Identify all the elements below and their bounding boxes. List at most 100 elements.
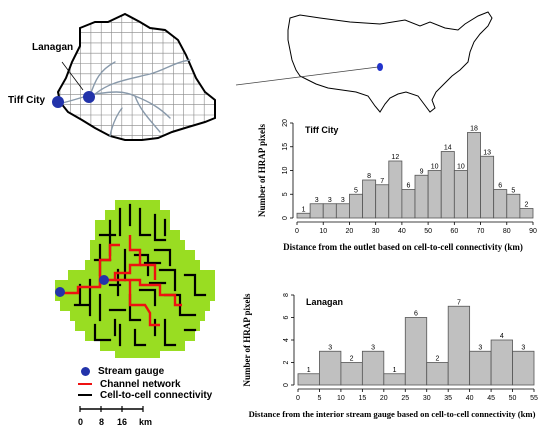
y-tick-label: 15 xyxy=(282,143,289,151)
bar xyxy=(296,212,311,219)
connectivity-cell-row xyxy=(90,240,185,251)
bar-value-label: 10 xyxy=(457,164,465,171)
y-axis-label: Number of HRAP pixels xyxy=(257,123,267,217)
scale-tick-16: 16 xyxy=(117,417,127,427)
y-tick-label: 10 xyxy=(282,167,289,175)
bar-value-label: 7 xyxy=(380,178,384,185)
x-tick-label: 60 xyxy=(450,228,458,235)
bar-value-label: 9 xyxy=(420,168,424,175)
bar xyxy=(490,339,513,386)
bar-value-label: 7 xyxy=(457,299,461,306)
x-tick-label: 55 xyxy=(530,395,538,402)
bar-value-label: 5 xyxy=(511,187,515,194)
lanagan-gauge xyxy=(83,91,95,103)
connectivity-cell-row xyxy=(115,200,160,211)
lanagan-gauge-2 xyxy=(99,275,109,285)
legend-stream-gauge: Stream gauge xyxy=(78,365,164,377)
y-tick-label: 6 xyxy=(283,315,290,319)
connectivity-line-icon xyxy=(78,394,92,396)
y-tick-label: 0 xyxy=(282,216,289,220)
bar-value-label: 3 xyxy=(371,344,375,351)
bar xyxy=(362,179,377,219)
bar-value-label: 18 xyxy=(470,126,478,133)
connectivity-cell-row xyxy=(55,290,215,301)
connectivity-cell-row xyxy=(68,270,215,281)
bar xyxy=(322,203,337,219)
us-locator-map xyxy=(235,11,493,113)
bar xyxy=(506,193,521,219)
bar xyxy=(427,170,442,219)
x-tick-label: 40 xyxy=(466,395,474,402)
x-tick-label: 0 xyxy=(296,395,300,402)
bar xyxy=(401,189,416,219)
y-tick-label: 8 xyxy=(283,293,290,297)
x-tick-label: 25 xyxy=(401,395,409,402)
river-lines xyxy=(61,59,191,137)
bar xyxy=(426,362,449,386)
bar-value-label: 3 xyxy=(328,197,332,204)
bar xyxy=(469,350,492,386)
bar xyxy=(340,362,363,386)
bar-value-label: 4 xyxy=(500,333,504,340)
bar-value-label: 6 xyxy=(406,183,410,190)
x-tick-label: 50 xyxy=(509,395,517,402)
legend-connectivity: Cell-to-cell connectivity xyxy=(78,389,212,401)
x-tick-label: 10 xyxy=(319,228,327,235)
x-tick-label: 70 xyxy=(477,228,485,235)
bar-value-label: 3 xyxy=(341,197,345,204)
tiff-city-label: Tiff City xyxy=(8,95,46,106)
stream-gauge-icon xyxy=(81,366,90,376)
bar-value-label: 5 xyxy=(354,187,358,194)
connectivity-cell-row xyxy=(105,210,170,221)
bar xyxy=(447,305,471,386)
x-axis-label: Distance from the interior stream gauge … xyxy=(249,409,536,419)
bar xyxy=(519,208,534,219)
bar-value-label: 3 xyxy=(478,344,482,351)
connectivity-cell-row xyxy=(85,330,195,341)
chart-title: Lanagan xyxy=(306,297,343,307)
bar xyxy=(297,373,320,386)
scale-unit: km xyxy=(139,417,152,427)
scale-bar: 0 8 16 km xyxy=(78,406,152,427)
bar xyxy=(480,155,495,219)
y-tick-label: 5 xyxy=(282,192,289,196)
channel-network xyxy=(62,235,182,327)
x-tick-label: 5 xyxy=(318,395,322,402)
legend-channel-network: Channel network xyxy=(78,378,181,390)
legend-connectivity-label: Cell-to-cell connectivity xyxy=(100,389,213,401)
bar xyxy=(375,184,390,219)
tiff-city-gauge-2 xyxy=(55,287,65,297)
y-tick-label: 0 xyxy=(283,383,290,387)
chart-title: Tiff City xyxy=(305,125,338,135)
bar-value-label: 3 xyxy=(521,344,525,351)
bar xyxy=(512,350,535,386)
bar xyxy=(414,174,429,219)
bar-value-label: 2 xyxy=(524,202,528,209)
bar-value-label: 1 xyxy=(393,367,397,374)
connectivity-cell-row xyxy=(115,347,160,358)
bar xyxy=(349,193,363,219)
bar-value-label: 2 xyxy=(436,356,440,363)
connectivity-cell-row xyxy=(55,280,215,291)
x-tick-label: 35 xyxy=(444,395,452,402)
y-tick-label: 20 xyxy=(282,119,289,127)
x-tick-label: 20 xyxy=(346,228,354,235)
x-tick-label: 30 xyxy=(372,228,380,235)
locator-line xyxy=(235,66,379,86)
bar-value-label: 1 xyxy=(302,206,306,213)
bar-value-label: 3 xyxy=(315,197,319,204)
tiff-city-gauge xyxy=(52,96,64,108)
connectivity-cell-row xyxy=(75,320,200,331)
connectivity-cell-row xyxy=(95,230,180,241)
bar-value-label: 3 xyxy=(328,344,332,351)
x-tick-label: 20 xyxy=(380,395,388,402)
bar-value-label: 1 xyxy=(307,367,311,374)
x-tick-label: 45 xyxy=(487,395,495,402)
bar xyxy=(383,373,406,386)
bar xyxy=(309,203,324,219)
x-tick-label: 40 xyxy=(398,228,406,235)
bar xyxy=(361,350,385,386)
x-tick-label: 90 xyxy=(529,228,537,235)
y-tick-label: 2 xyxy=(283,360,290,364)
